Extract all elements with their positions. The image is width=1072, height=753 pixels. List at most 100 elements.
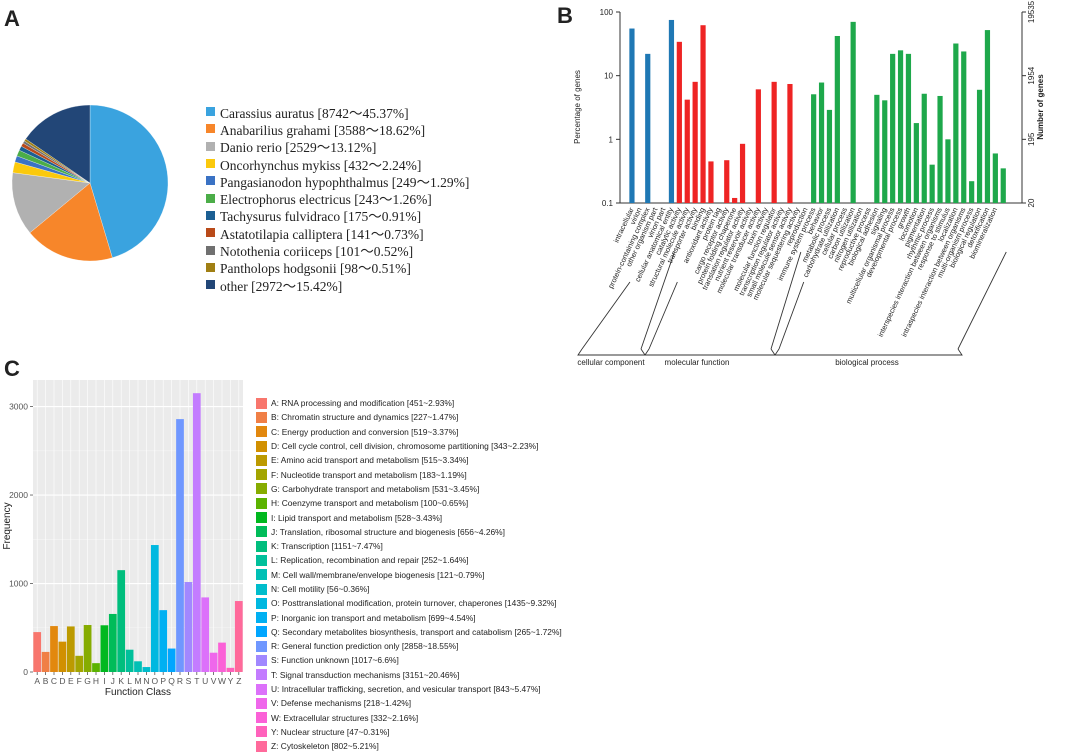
cog-legend-label: E: Amino acid transport and metabolism [… (271, 455, 469, 466)
cog-legend-swatch (256, 569, 267, 581)
pie-legend-swatch (206, 210, 215, 220)
go-bar (708, 161, 714, 203)
cog-bar (167, 648, 176, 672)
cog-bar (83, 625, 92, 672)
cog-legend: A: RNA processing and modification [451~… (256, 396, 562, 753)
cog-bar (201, 597, 210, 672)
cog-legend-swatch (256, 411, 267, 423)
pie-legend-label: Carassius auratus [8742～45.37%] (220, 105, 409, 121)
cog-x-tick-label: N (143, 676, 149, 686)
panel-label-b: B (557, 3, 573, 28)
cog-legend-item: D: Cell cycle control, cell division, ch… (256, 439, 562, 453)
cog-legend-label: S: Function unknown [1017~6.6%] (271, 655, 399, 666)
cog-legend-item: U: Intracellular trafficking, secretion,… (256, 682, 562, 696)
cog-legend-label: J: Translation, ribosomal structure and … (271, 526, 505, 537)
go-group-label: cellular component (577, 358, 645, 367)
cog-legend-item: N: Cell motility [56~0.36%] (256, 582, 562, 596)
go-right-tick-label: 1954 (1027, 66, 1036, 84)
cog-legend-label: O: Posttranslational modification, prote… (271, 598, 557, 609)
cog-legend-swatch (256, 454, 267, 466)
pie-legend-item: other [2972～15.42%] (206, 276, 469, 294)
pie-legend-label: Oncorhynchus mykiss [432～2.24%] (220, 157, 422, 173)
figure-canvas: 100 19535 10 1954 1 195 0.1 20 Percentage of gen… (2, 0, 1045, 698)
go-bar (953, 43, 959, 204)
go-bar (755, 89, 761, 203)
cog-x-tick-label: Y (228, 676, 234, 686)
go-bar (811, 94, 817, 203)
go-bar (897, 50, 904, 204)
cog-x-tick-label: P (160, 676, 166, 686)
go-bar (818, 82, 825, 203)
pie-legend-swatch (206, 280, 215, 290)
panel-label-a: A (4, 6, 20, 31)
cog-x-tick-label: L (127, 676, 132, 686)
go-left-tick-label: 1 (609, 135, 614, 144)
cog-legend-item: J: Translation, ribosomal structure and … (256, 525, 562, 539)
pie-legend: Carassius auratus [8742～45.37%] Anabarili… (206, 103, 469, 294)
cog-legend-label: M: Cell wall/membrane/envelope biogenesi… (271, 569, 485, 580)
cog-bar (125, 649, 134, 672)
cog-x-tick-label: R (177, 676, 183, 686)
cog-legend-swatch (256, 469, 267, 481)
pie-legend-swatch (206, 107, 215, 117)
cog-bar (150, 545, 159, 672)
cog-bar (192, 393, 201, 672)
go-bar (969, 181, 975, 203)
cog-legend-swatch (256, 512, 267, 524)
cog-legend-label: Q: Secondary metabolites biosynthesis, t… (271, 626, 562, 637)
cog-x-tick-label: W (218, 676, 226, 686)
go-group-bracket-left-leg (581, 281, 631, 350)
cog-legend-label: V: Defense mechanisms [218~1.42%] (271, 698, 412, 709)
go-bar (787, 83, 793, 203)
cog-legend-swatch (256, 583, 267, 595)
cog-legend-item: I: Lipid transport and metabolism [528~3… (256, 510, 562, 524)
cog-legend-swatch (256, 440, 267, 452)
go-group-bracket-right-leg (770, 251, 802, 350)
pie-legend-item: Notothenia coriiceps [101～0.52%] (206, 241, 469, 260)
cog-bar (117, 570, 126, 672)
pie-legend-swatch (206, 159, 215, 169)
cog-x-tick-label: J (111, 676, 115, 686)
go-left-tick-label: 10 (604, 72, 613, 81)
cog-legend-item: L: Replication, recombination and repair… (256, 553, 562, 567)
go-group-bracket-left-leg (778, 281, 805, 350)
cog-x-tick-label: V (211, 676, 217, 686)
cog-bar (159, 610, 168, 672)
go-bar (961, 51, 967, 203)
pie-legend-swatch (206, 124, 215, 134)
pie-legend-item: Oncorhynchus mykiss [432～2.24%] (206, 155, 469, 173)
pie-legend-item: Danio rerio [2529～13.12%] (206, 138, 469, 155)
cog-x-tick-label: Q (168, 676, 175, 686)
cog-x-tick-label: G (84, 676, 91, 686)
cog-legend-item: B: Chromatin structure and dynamics [227… (256, 410, 562, 424)
go-bar (668, 19, 675, 203)
cog-y-tick-label: 2000 (9, 490, 28, 500)
cog-x-tick-label: B (43, 676, 49, 686)
go-bar (739, 143, 746, 203)
panel-label-c: C (4, 356, 20, 381)
go-bar (945, 139, 951, 203)
cog-legend-swatch (256, 554, 267, 566)
cog-x-tick-label: S (186, 676, 192, 686)
cog-legend-item: O: Posttranslational modification, prote… (256, 596, 562, 610)
cog-legend-item: P: Inorganic ion transport and metabolis… (256, 610, 562, 624)
cog-legend-label: C: Energy production and conversion [519… (271, 426, 459, 437)
pie-legend-label: Notothenia coriiceps [101～0.52%] (220, 244, 414, 260)
pie-legend-swatch (206, 141, 215, 151)
pie-legend-swatch (206, 228, 215, 238)
cog-legend-swatch (256, 526, 267, 538)
pie-slice-1 (29, 182, 113, 262)
cog-bar (176, 419, 184, 672)
cog-legend-swatch (256, 654, 267, 666)
cog-legend-item: R: General function prediction only [285… (256, 639, 562, 653)
cog-legend-item: T: Signal transduction mechanisms [3151~… (256, 668, 562, 682)
cog-legend-item: M: Cell wall/membrane/envelope biogenesi… (256, 568, 562, 582)
cog-y-axis-title: Frequency (2, 502, 13, 549)
cog-legend-swatch (256, 597, 267, 609)
cog-legend-label: L: Replication, recombination and repair… (271, 555, 469, 566)
go-bar (684, 99, 690, 203)
cog-legend-item: V: Defense mechanisms [218~1.42%] (256, 696, 562, 710)
go-bar (771, 81, 777, 203)
cog-legend-item: Q: Secondary metabolites biosynthesis, t… (256, 625, 562, 639)
cog-x-tick-label: U (202, 676, 208, 686)
